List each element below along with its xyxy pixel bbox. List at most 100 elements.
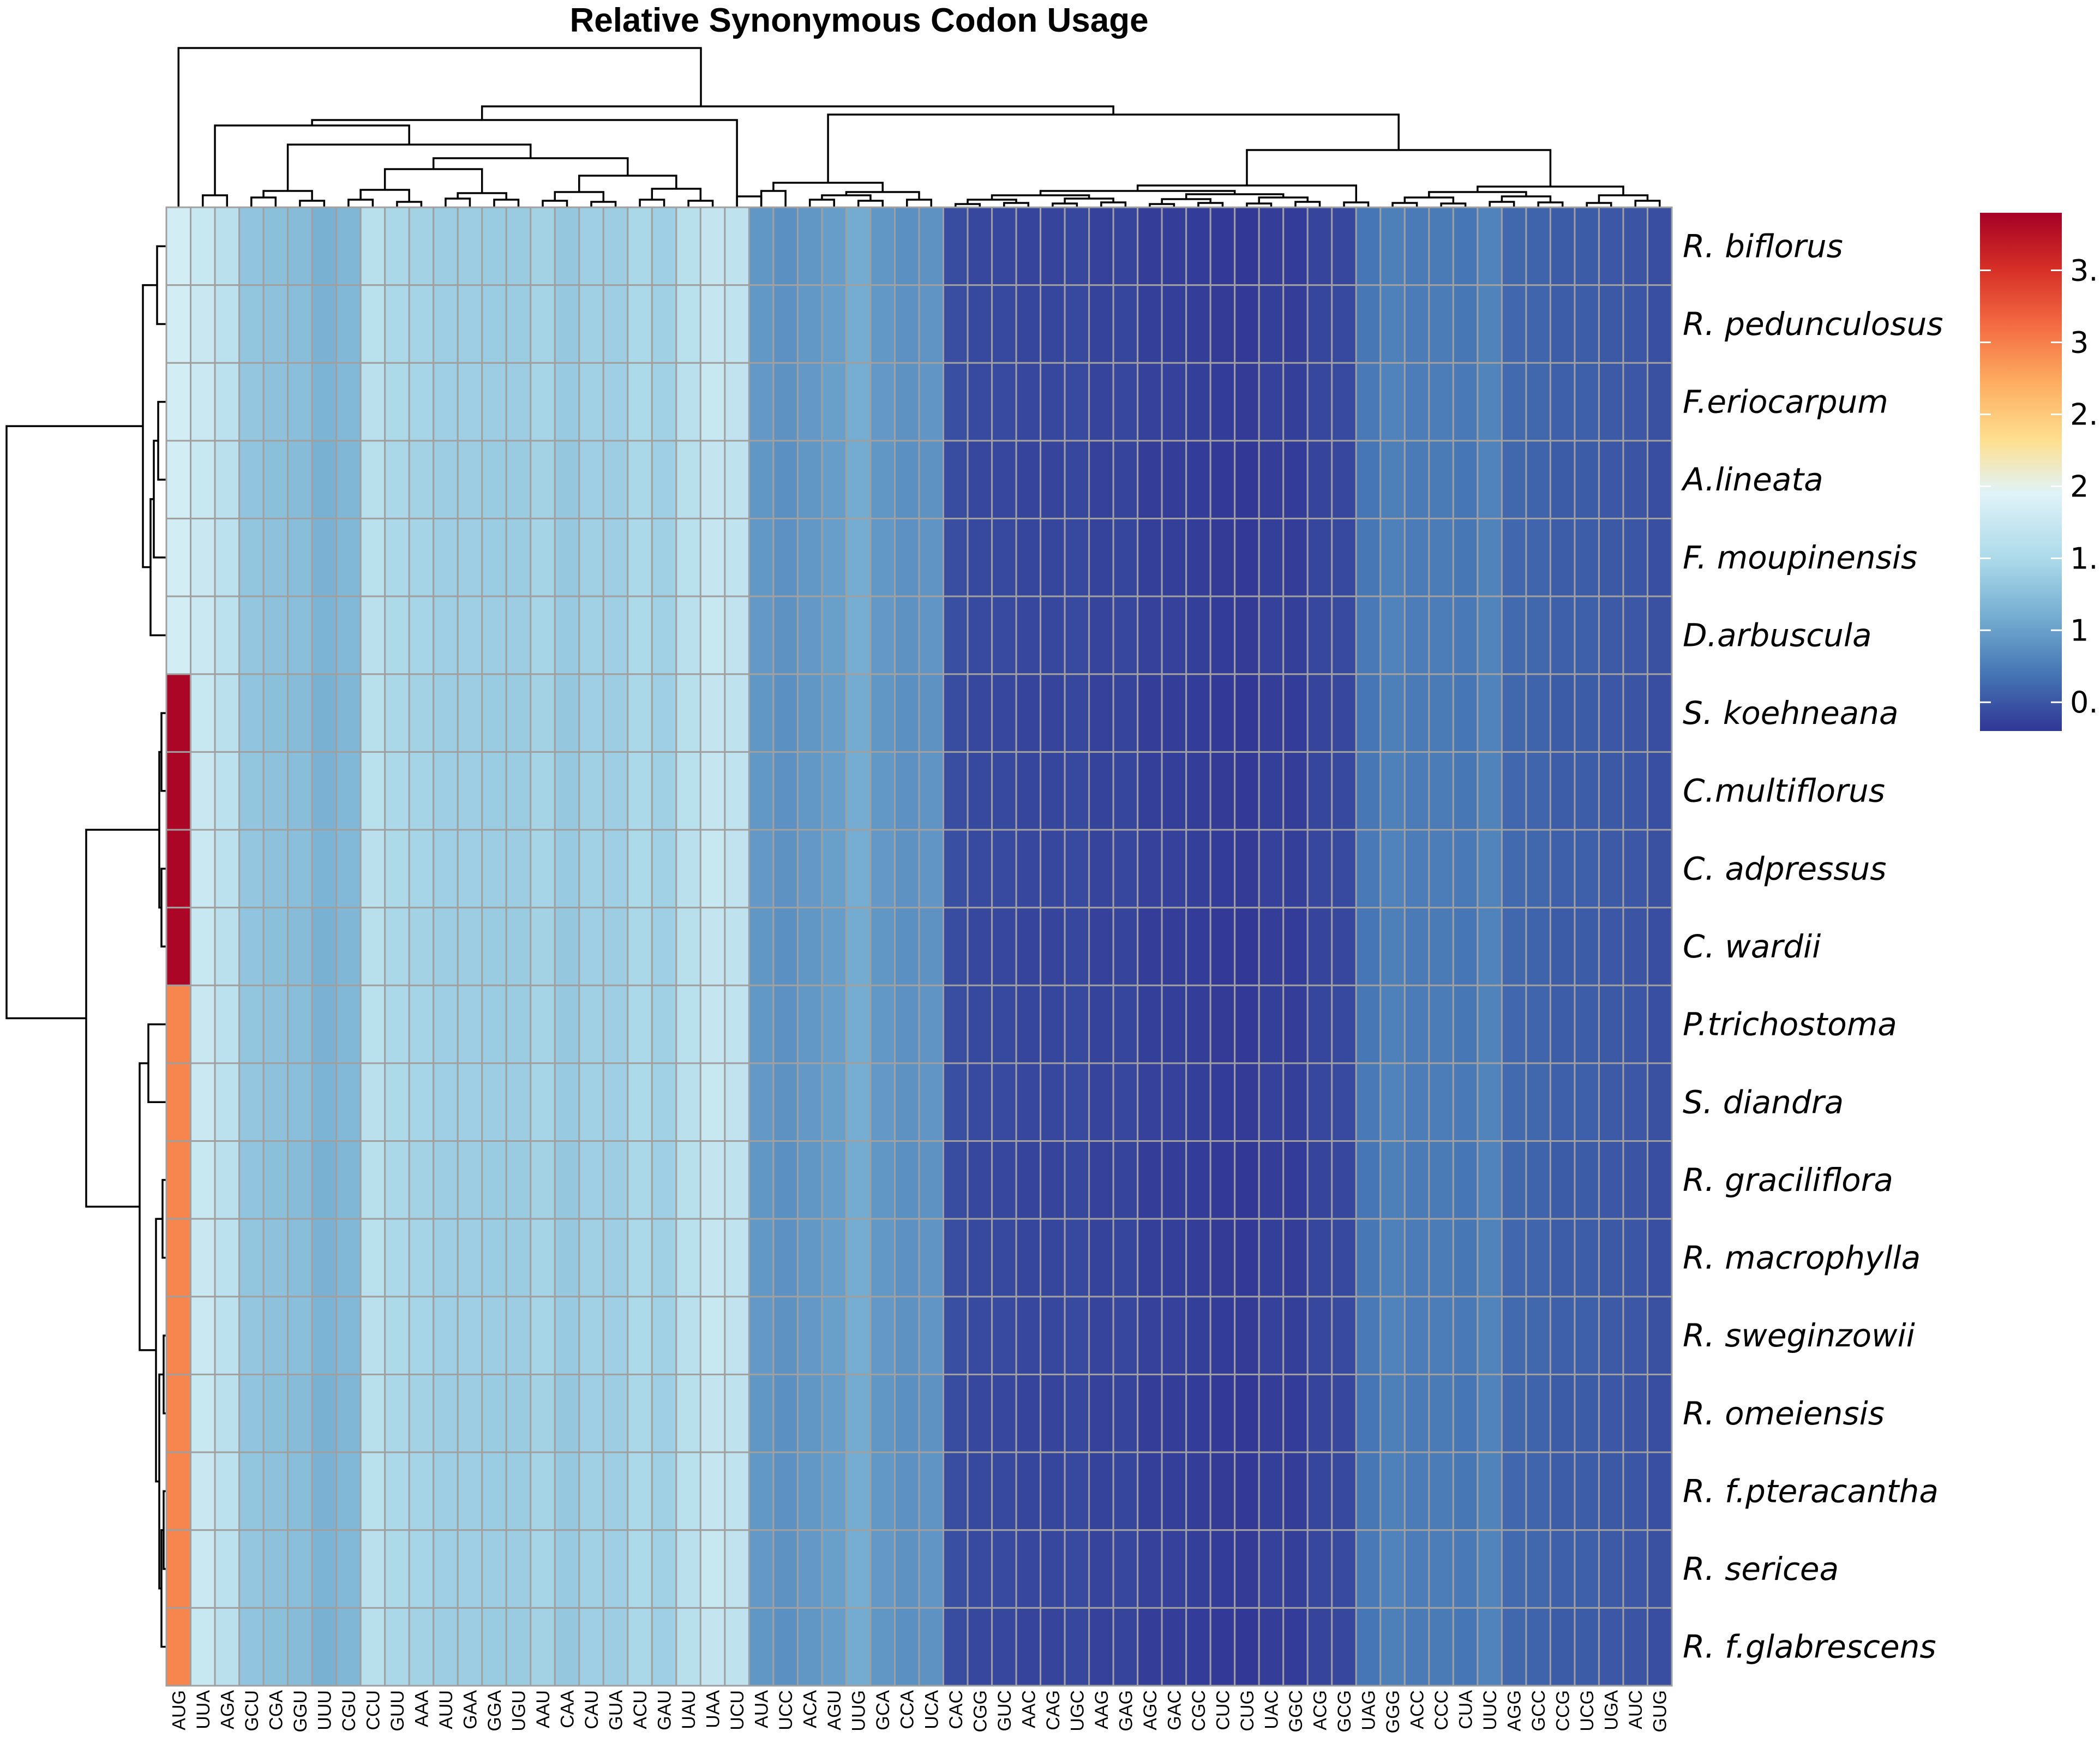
heatmap-cell <box>1452 1296 1479 1375</box>
heatmap-cell <box>1088 751 1114 831</box>
heatmap-cell <box>1282 206 1309 286</box>
heatmap-cell <box>821 673 847 753</box>
heatmap-cell <box>821 1062 847 1142</box>
row-label: C.multiflorus <box>1683 772 1885 810</box>
heatmap-cell <box>602 984 629 1064</box>
heatmap-cell <box>1209 1451 1236 1531</box>
heatmap-cell <box>1331 1529 1357 1609</box>
heatmap-cell <box>1137 1373 1163 1453</box>
heatmap-cell <box>530 673 556 753</box>
heatmap-cell <box>1403 1218 1430 1298</box>
heatmap-cell <box>967 1062 993 1142</box>
heatmap-cell <box>1015 595 1042 675</box>
heatmap-cell <box>602 1529 629 1609</box>
heatmap-cell <box>1185 673 1211 753</box>
heatmap-cell <box>1234 595 1260 675</box>
row-label: R. omeiensis <box>1683 1395 1885 1432</box>
heatmap-cell <box>530 595 556 675</box>
heatmap-cell <box>554 1218 580 1298</box>
heatmap-cell <box>1258 907 1285 986</box>
heatmap-cell <box>1452 1607 1479 1687</box>
heatmap-cell <box>1355 751 1382 831</box>
heatmap-cell <box>457 1607 483 1687</box>
row-label: R. pedunculosus <box>1683 306 1943 343</box>
heatmap-cell <box>1064 829 1090 909</box>
heatmap-cell <box>1477 984 1503 1064</box>
heatmap-cell <box>748 518 775 597</box>
row-label: R. macrophylla <box>1683 1239 1921 1277</box>
heatmap-cell <box>675 1218 701 1298</box>
heatmap-cell <box>699 1607 726 1687</box>
dendrogram-branch <box>147 1023 166 1104</box>
heatmap-cell <box>1282 362 1309 442</box>
heatmap-cell <box>1622 829 1648 909</box>
heatmap-cell <box>433 1218 459 1298</box>
heatmap-cell <box>554 1373 580 1453</box>
column-label: CGA <box>266 1690 286 1730</box>
heatmap-cell <box>627 673 653 753</box>
heatmap-cell <box>1088 673 1114 753</box>
heatmap-cell <box>1646 751 1673 831</box>
column-dendrogram <box>177 47 1661 207</box>
heatmap-cell <box>530 829 556 909</box>
heatmap-cell <box>1306 1451 1333 1531</box>
heatmap-cell <box>1088 1529 1114 1609</box>
heatmap-cell <box>1646 673 1673 753</box>
heatmap-cell <box>651 595 677 675</box>
heatmap-cell <box>918 1529 945 1609</box>
heatmap-cell <box>1428 284 1454 364</box>
column-label: UUU <box>314 1690 335 1730</box>
chart-title: Relative Synonymous Codon Usage <box>569 2 1148 39</box>
heatmap-cell <box>991 907 1017 986</box>
heatmap-cell <box>699 673 726 753</box>
heatmap-cell <box>1477 751 1503 831</box>
heatmap-cell <box>1282 1296 1309 1375</box>
heatmap-cell <box>1379 751 1406 831</box>
heatmap-cell <box>238 1373 265 1453</box>
heatmap-cell <box>262 1607 289 1687</box>
heatmap-cell <box>1137 1529 1163 1609</box>
heatmap-cell <box>384 1529 410 1609</box>
heatmap-cell <box>893 1062 920 1142</box>
heatmap-cell <box>1477 1218 1503 1298</box>
heatmap-cell <box>1452 751 1479 831</box>
heatmap-cell <box>481 206 507 286</box>
heatmap-cell <box>1209 984 1236 1064</box>
heatmap-cell <box>943 1140 969 1220</box>
heatmap-cell <box>214 751 241 831</box>
heatmap-cell <box>699 362 726 442</box>
heatmap-cell <box>967 1296 993 1375</box>
heatmap-cell <box>1209 1607 1236 1687</box>
dendrogram-branch <box>157 400 166 481</box>
heatmap-cell <box>238 284 265 364</box>
heatmap-cell <box>1403 1140 1430 1220</box>
heatmap-cell <box>845 362 872 442</box>
heatmap-cell <box>1112 829 1139 909</box>
heatmap-cell <box>1112 518 1139 597</box>
heatmap-cell <box>1477 1373 1503 1453</box>
heatmap-cell <box>1428 673 1454 753</box>
heatmap-cell <box>724 829 750 909</box>
column-label: GCA <box>873 1690 893 1730</box>
heatmap-cell <box>1549 907 1576 986</box>
column-label: ACA <box>800 1690 821 1728</box>
heatmap-cell <box>1161 1451 1187 1531</box>
heatmap-cell <box>1355 1607 1382 1687</box>
heatmap-cell <box>214 1373 241 1453</box>
heatmap-cell <box>214 984 241 1064</box>
heatmap-cell <box>1525 829 1551 909</box>
heatmap-cell <box>1161 1373 1187 1453</box>
heatmap-cell <box>748 1062 775 1142</box>
heatmap-cell <box>1622 1296 1648 1375</box>
heatmap-cell <box>748 1373 775 1453</box>
column-label: UCU <box>727 1690 748 1730</box>
heatmap-cell <box>1574 673 1600 753</box>
heatmap-cell <box>651 1140 677 1220</box>
heatmap-cell <box>675 673 701 753</box>
heatmap-cell <box>821 518 847 597</box>
dendrogram-branch <box>156 245 166 325</box>
heatmap-cell <box>408 1451 435 1531</box>
heatmap-cell <box>1549 1140 1576 1220</box>
heatmap-cell <box>772 284 799 364</box>
heatmap-cell <box>748 751 775 831</box>
